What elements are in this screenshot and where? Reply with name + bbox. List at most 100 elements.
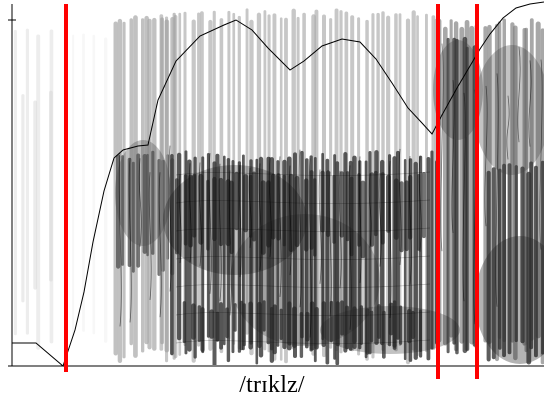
spectral-energy-cell xyxy=(215,311,220,342)
spectral-energy-cell xyxy=(388,302,394,336)
spectral-energy-cell xyxy=(239,300,244,351)
spectral-energy-cell xyxy=(320,170,325,233)
spectral-energy-cell xyxy=(465,46,469,351)
spectral-energy-cell xyxy=(263,10,267,351)
contour-line xyxy=(175,283,431,288)
spectral-energy-cell xyxy=(357,173,361,247)
spectral-energy-cluster xyxy=(475,236,544,364)
spectral-energy-cell xyxy=(233,303,237,332)
spectral-energy-cell xyxy=(329,18,333,349)
spectral-energy-cell xyxy=(507,163,512,355)
contour-line xyxy=(175,199,431,204)
spectral-energy-cell xyxy=(92,34,96,335)
spectral-energy-cell xyxy=(72,34,75,337)
spectral-energy-cell xyxy=(242,303,246,347)
spectral-energy-cell xyxy=(419,309,422,352)
spectral-energy-cell xyxy=(82,33,85,332)
contour-line xyxy=(188,163,192,263)
spectral-energy-cell xyxy=(344,305,349,350)
spectral-energy-cell xyxy=(360,180,366,259)
spectral-energy-cell xyxy=(223,155,226,346)
spectral-energy-cell xyxy=(399,305,403,345)
spectral-energy-cell xyxy=(452,37,456,345)
spectral-energy-cell xyxy=(33,100,38,290)
spectral-energy-cell xyxy=(491,167,496,360)
spectral-energy-cell xyxy=(257,301,262,349)
contour-line xyxy=(298,149,302,308)
contour-line xyxy=(228,170,232,316)
contour-line xyxy=(418,155,422,252)
spectral-energy-cluster xyxy=(230,214,380,346)
spectral-energy-cell xyxy=(349,176,354,257)
spectral-energy-cell xyxy=(299,312,304,358)
spectral-energy-cell xyxy=(339,171,344,238)
contour-line xyxy=(484,85,488,227)
contour-line xyxy=(308,158,312,338)
spectral-energy-cell xyxy=(382,310,386,359)
contour-line xyxy=(517,46,521,143)
contour-line xyxy=(506,95,510,160)
contour-line xyxy=(348,165,352,330)
spectral-energy-cell xyxy=(534,165,538,358)
spectral-energy-cell xyxy=(219,302,223,350)
contour-line xyxy=(175,339,431,344)
spectral-energy-cell xyxy=(270,173,276,240)
spectral-energy-cell xyxy=(486,170,491,362)
spectral-energy-cell xyxy=(191,303,196,340)
contour-line xyxy=(539,59,543,250)
spectral-energy-cell xyxy=(262,300,266,332)
contour-line xyxy=(198,162,202,267)
spectral-energy-cell xyxy=(365,308,370,355)
spectral-energy-cell xyxy=(225,307,229,339)
contour-line xyxy=(268,157,272,257)
contour-line xyxy=(158,172,162,318)
contour-line xyxy=(168,145,172,292)
spectral-energy-cell xyxy=(502,163,506,358)
spectral-energy-cell xyxy=(514,165,518,343)
contour-line xyxy=(495,73,499,307)
spectral-energy-cell xyxy=(529,161,534,350)
spectral-energy-cell xyxy=(183,174,188,246)
spectral-energy-cell xyxy=(520,166,525,344)
spectral-energy-cell xyxy=(122,21,126,359)
spectral-energy-cell xyxy=(49,29,54,344)
contour-line xyxy=(218,163,222,301)
contour-line xyxy=(175,227,431,232)
spectral-energy-cell xyxy=(113,21,118,356)
contour-line xyxy=(528,60,532,147)
spectral-energy-cell xyxy=(272,304,277,355)
spectral-energy-cell xyxy=(282,174,286,247)
spectral-energy-cell xyxy=(25,28,29,335)
spectral-energy-cell xyxy=(292,306,297,348)
spectrogram-area xyxy=(12,4,544,365)
spectral-energy-cell xyxy=(13,29,17,336)
contour-line xyxy=(148,172,152,300)
spectral-energy-cell xyxy=(413,161,418,360)
contour-line xyxy=(440,43,444,252)
contour-line xyxy=(388,161,392,318)
spectral-energy-cell xyxy=(305,311,310,342)
contour-line xyxy=(358,156,362,283)
spectral-energy-cell xyxy=(243,174,249,233)
contour-line xyxy=(318,169,322,284)
spectrogram-energy xyxy=(13,8,544,365)
contour-line xyxy=(338,170,342,289)
spectral-energy-cell xyxy=(335,301,340,347)
spectral-energy-cell xyxy=(294,175,300,248)
contour-line xyxy=(248,167,252,248)
spectral-energy-cell xyxy=(498,168,502,350)
contour-line xyxy=(328,171,332,317)
spectral-energy-cell xyxy=(36,34,41,350)
contour-line xyxy=(175,171,431,176)
spectral-energy-cell xyxy=(404,180,409,252)
spectral-energy-cell xyxy=(104,37,108,343)
spectral-energy-cell xyxy=(288,173,294,252)
spectral-energy-cell xyxy=(287,301,292,346)
spectral-energy-cell xyxy=(332,175,336,244)
spectral-energy-cell xyxy=(131,161,135,273)
spectrogram-contours xyxy=(118,43,543,344)
spectral-energy-cell xyxy=(392,300,397,350)
spectral-energy-cell xyxy=(197,305,202,342)
spectral-energy-cell xyxy=(21,94,25,303)
